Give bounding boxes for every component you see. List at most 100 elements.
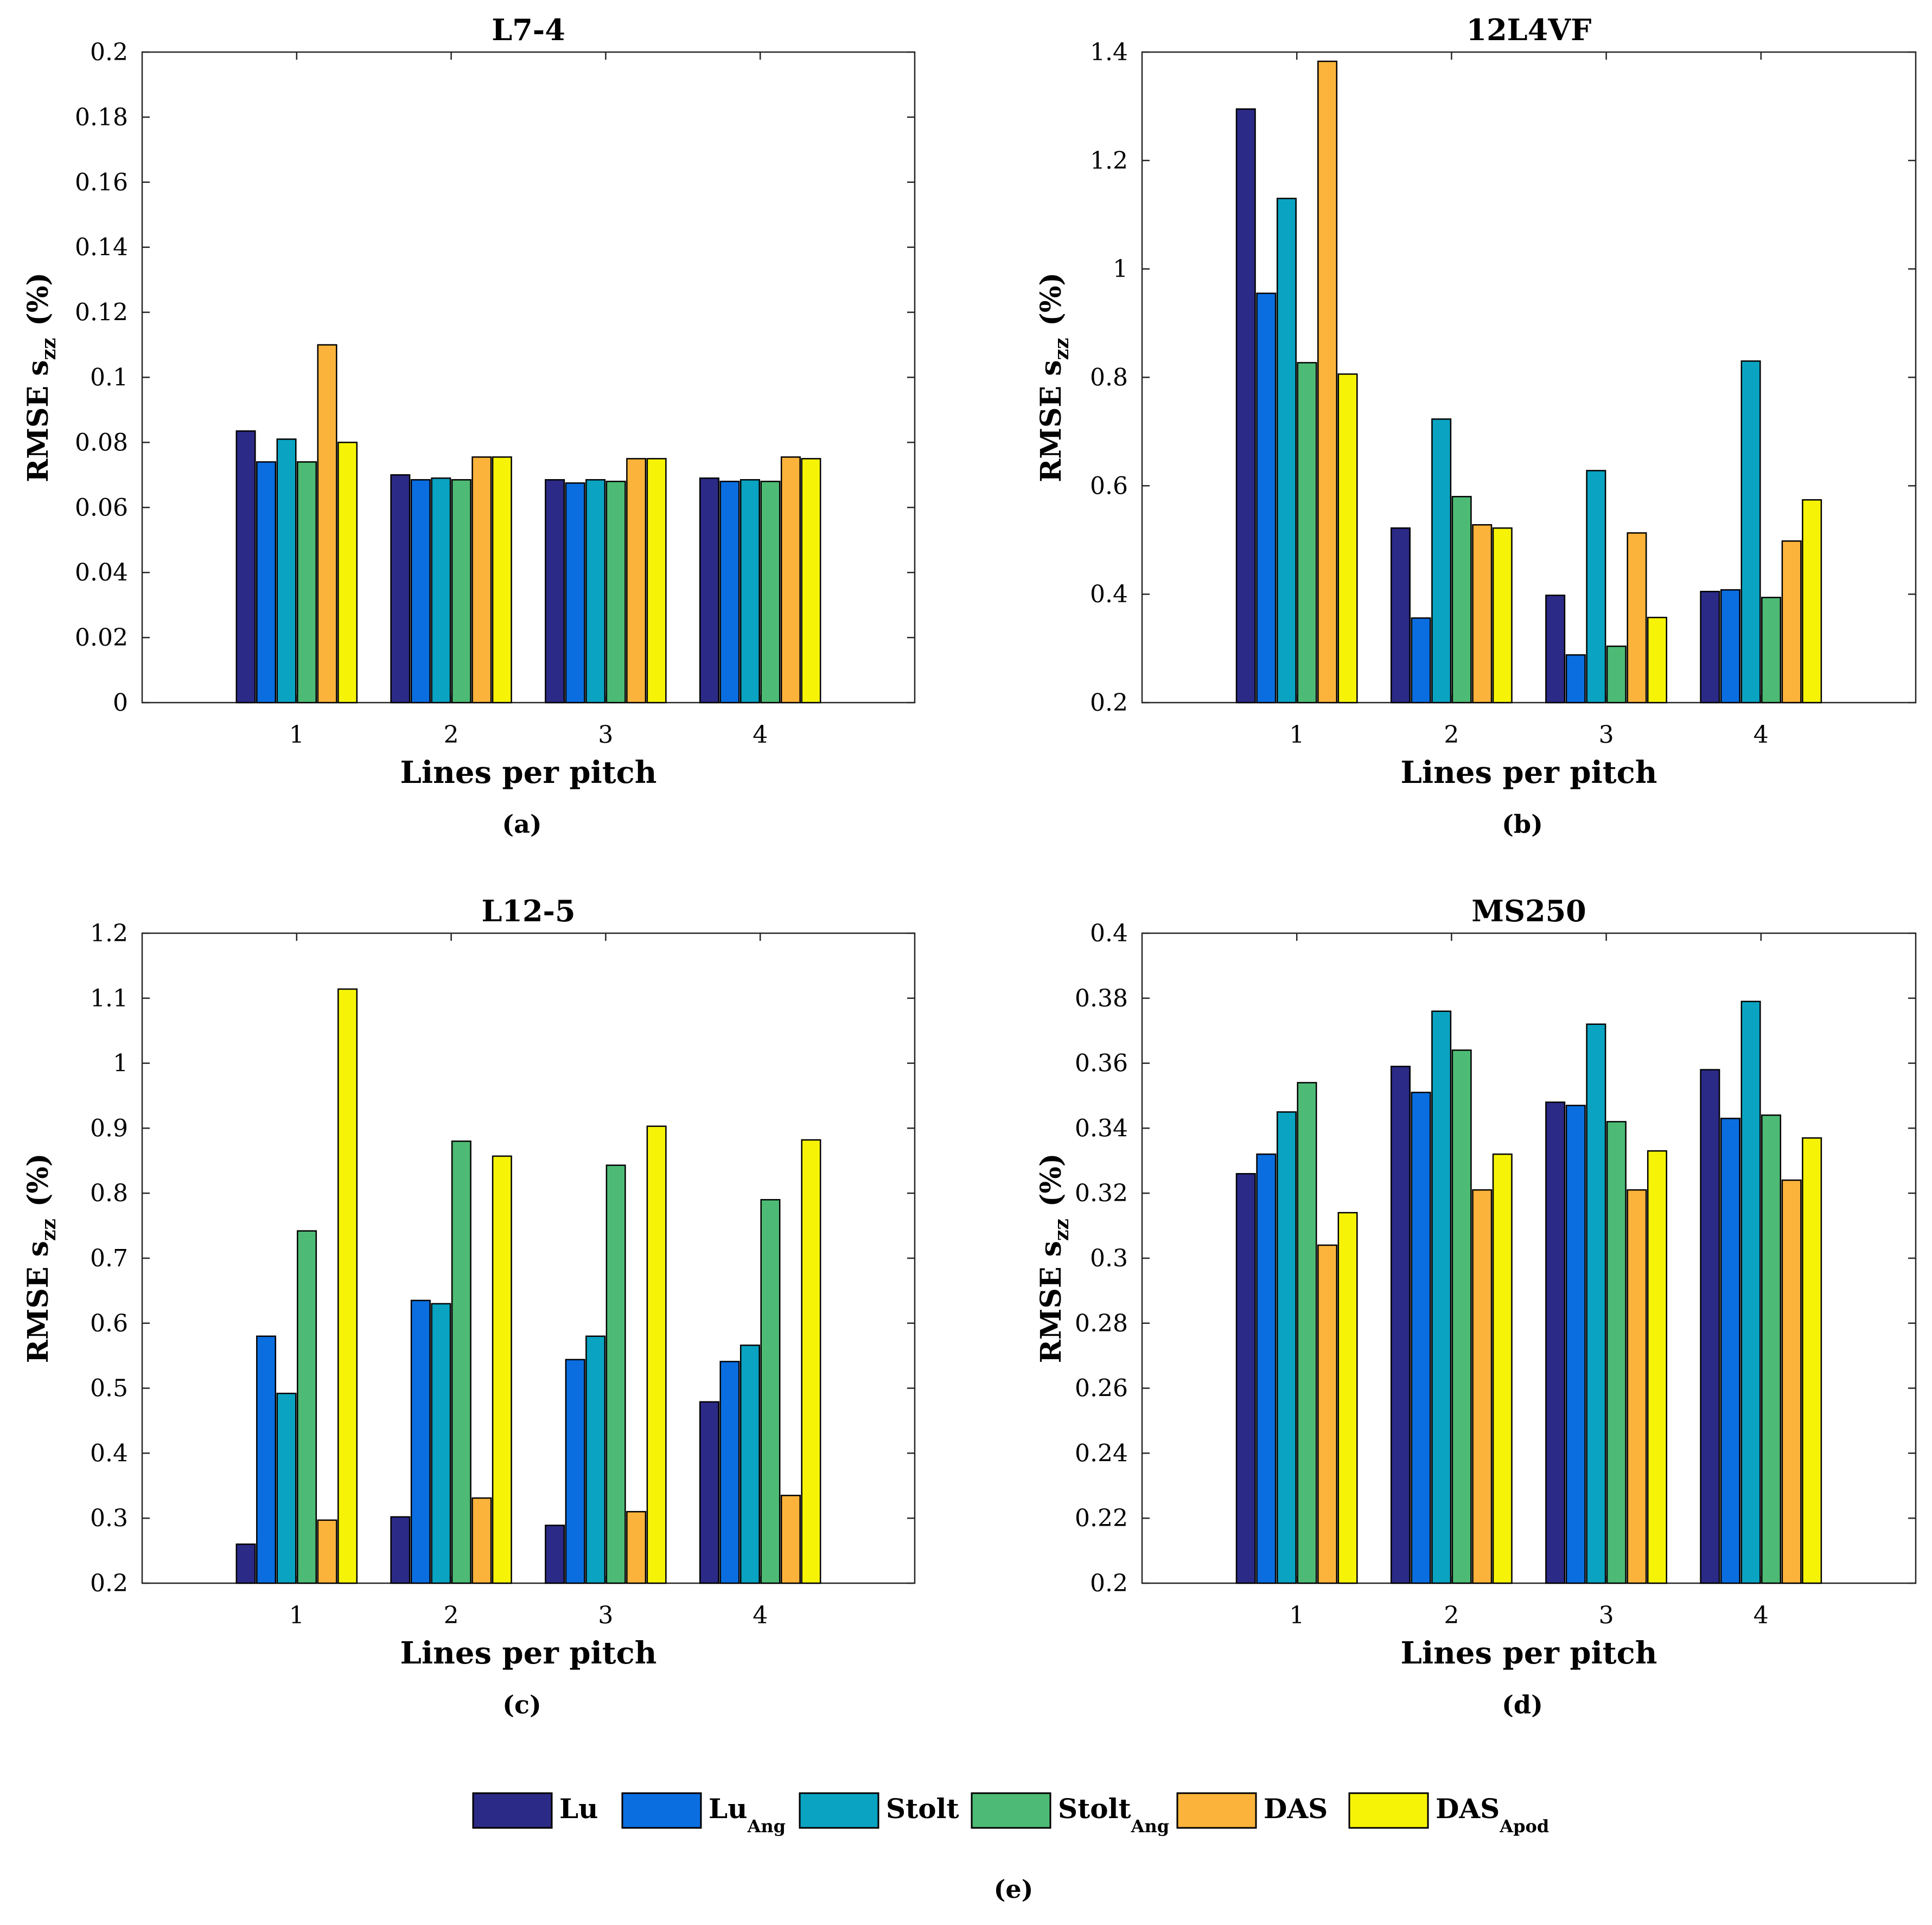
bar-DASApod-1 [1337, 373, 1358, 704]
bar-LuAng-1 [1256, 1153, 1277, 1584]
bar-LuAng-1 [256, 1335, 277, 1584]
bar-Lu-2 [390, 474, 411, 704]
bar-DASApod-3 [646, 1125, 667, 1584]
x-tick-label: 1 [1289, 1602, 1304, 1629]
y-tick-label: 0.6 [1090, 472, 1128, 500]
x-tick-label: 2 [444, 1602, 459, 1629]
panel-label: (d) [1502, 1690, 1543, 1719]
y-tick-label: 1 [1113, 256, 1128, 283]
x-axis-label: Lines per pitch [1401, 1635, 1657, 1671]
y-tick-label: 0.2 [1090, 1570, 1128, 1597]
y-tick-label: 0 [113, 689, 128, 717]
y-tick-label: 1 [113, 1050, 128, 1078]
legend-label: Stolt [886, 1793, 959, 1825]
bar-StoltAng-4 [760, 481, 781, 704]
y-tick-label: 0.04 [75, 559, 128, 587]
y-tick-label: 0.5 [90, 1375, 128, 1403]
bar-DASApod-1 [1337, 1212, 1358, 1584]
x-axis-label: Lines per pitch [1401, 755, 1657, 791]
bar-DAS-4 [780, 456, 801, 704]
x-axis-label: Lines per pitch [400, 1635, 657, 1671]
legend: Lu LuAng Stolt StoltAng DAS DASApod [472, 1792, 1549, 1837]
bar-DAS-4 [1781, 1179, 1802, 1584]
bar-StoltAng-3 [1606, 645, 1627, 704]
bar-StoltAng-2 [451, 1140, 471, 1584]
bar-Lu-2 [1390, 527, 1411, 704]
y-tick-label: 0.28 [1075, 1310, 1128, 1337]
bar-Stolt-1 [276, 438, 297, 704]
bar-LuAng-1 [256, 461, 277, 704]
y-axis-label: RMSE szz(%) [22, 1153, 60, 1363]
x-tick-label: 1 [1289, 721, 1304, 749]
legend-item-Stolt: Stolt [799, 1792, 959, 1829]
chart-panel-3: 0.2 0.3 0.4 0.5 0.6 0.7 0.8 0.9 1 1.1 1.2 1 2 3 4 L12-5… [22, 894, 916, 1719]
bar-DASApod-3 [646, 458, 667, 704]
bar-StoltAng-3 [1606, 1121, 1627, 1584]
y-tick-label: 0.4 [1090, 920, 1128, 947]
bar-LuAng-3 [565, 1359, 585, 1584]
panel-label: (c) [502, 1690, 541, 1719]
y-tick-label: 0.8 [1090, 364, 1128, 392]
bar-Stolt-4 [1740, 360, 1761, 704]
bar-LuAng-2 [1411, 1092, 1431, 1584]
y-tick-label: 0.9 [90, 1114, 128, 1142]
bar-LuAng-3 [1565, 1105, 1586, 1584]
y-tick-label: 0.3 [1090, 1245, 1128, 1272]
x-tick-label: 4 [753, 1602, 768, 1629]
bar-StoltAng-2 [1451, 1049, 1472, 1584]
legend-label: LuAng [709, 1793, 786, 1837]
y-tick-label: 0.34 [1075, 1114, 1128, 1142]
y-tick-label: 0.38 [1075, 985, 1128, 1012]
y-tick-label: 0.2 [90, 39, 128, 66]
bar-DASApod-1 [337, 988, 358, 1584]
bar-DASApod-4 [801, 458, 821, 704]
x-tick-label: 2 [1444, 1602, 1459, 1629]
bar-DASApod-4 [1802, 499, 1822, 704]
x-tick-label: 4 [1754, 721, 1769, 749]
bar-StoltAng-1 [1297, 1082, 1317, 1584]
y-axis-label: RMSE szz(%) [1035, 272, 1073, 482]
bar-Lu-2 [390, 1516, 411, 1584]
bar-DAS-4 [780, 1495, 801, 1584]
x-tick-label: 2 [1444, 721, 1459, 749]
bar-LuAng-3 [1565, 654, 1586, 704]
x-tick-label: 3 [1599, 1602, 1614, 1629]
panel-label: (a) [502, 809, 541, 839]
y-axis-label: RMSE szz(%) [1035, 1153, 1073, 1363]
y-tick-label: 1.4 [1090, 39, 1128, 66]
bar-Lu-4 [699, 1401, 719, 1584]
chart-title: MS250 [1471, 894, 1586, 928]
legend-item-LuAng: LuAng [621, 1792, 786, 1837]
bar-StoltAng-2 [451, 479, 471, 704]
legend-swatch [1176, 1792, 1257, 1829]
y-tick-label: 0.7 [90, 1245, 128, 1272]
bar-StoltAng-1 [1297, 362, 1317, 704]
y-tick-label: 0.22 [1075, 1505, 1128, 1532]
bar-Lu-4 [1700, 590, 1720, 704]
bar-Lu-4 [1700, 1069, 1720, 1584]
legend-panel-label: (e) [994, 1875, 1034, 1904]
y-tick-label: 0.8 [90, 1180, 128, 1207]
y-tick-label: 0.32 [1075, 1180, 1128, 1207]
y-tick-label: 0.4 [90, 1439, 128, 1467]
bar-Stolt-1 [1276, 1111, 1297, 1584]
x-tick-label: 3 [1599, 721, 1614, 749]
y-tick-label: 1.2 [1090, 147, 1128, 175]
y-tick-label: 0.06 [75, 494, 128, 521]
legend-item-DASApod: DASApod [1348, 1792, 1549, 1837]
bar-LuAng-4 [1720, 1118, 1740, 1584]
bar-DAS-3 [626, 1510, 647, 1584]
y-tick-label: 1.1 [90, 985, 128, 1012]
bar-Lu-3 [1545, 1101, 1566, 1584]
bar-DASApod-2 [492, 456, 512, 704]
legend-item-Lu: Lu [472, 1792, 598, 1829]
y-tick-label: 0.2 [1090, 689, 1128, 717]
bar-LuAng-4 [1720, 589, 1740, 704]
bar-LuAng-3 [565, 482, 585, 704]
bar-DAS-3 [1627, 532, 1647, 704]
x-tick-label: 3 [598, 721, 613, 749]
bar-StoltAng-4 [1761, 1114, 1782, 1584]
legend-swatch [472, 1792, 553, 1829]
bar-StoltAng-2 [1451, 496, 1472, 704]
